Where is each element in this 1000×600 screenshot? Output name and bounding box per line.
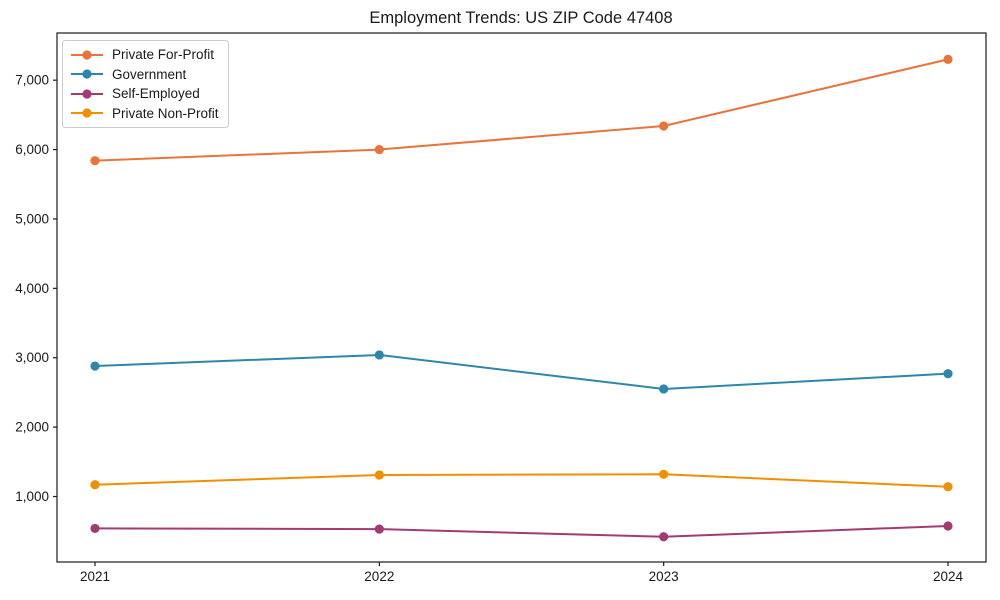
legend-item: Self-Employed [70, 84, 219, 104]
data-point-private-for-profit [374, 144, 384, 155]
x-tick-label: 2022 [364, 569, 394, 584]
x-tick-label: 2023 [649, 569, 679, 584]
y-tick-label: 2,000 [15, 420, 49, 435]
data-point-government [659, 384, 669, 394]
legend-dot-icon [82, 69, 92, 79]
legend-item: Government [70, 65, 219, 85]
data-point-private-non-profit [90, 480, 100, 490]
legend-label: Private Non-Profit [112, 105, 219, 121]
series-line-government [94, 353, 949, 390]
y-tick-label: 7,000 [15, 73, 49, 88]
data-point-self-employed [943, 521, 953, 531]
data-point-private-non-profit [943, 482, 953, 492]
data-point-private-for-profit [90, 156, 100, 166]
y-tick-label: 1,000 [15, 489, 49, 504]
axes-frame [56, 32, 987, 563]
x-tick-label: 2021 [80, 569, 110, 584]
data-point-self-employed [374, 524, 384, 534]
series-line-self-employed [94, 524, 949, 538]
data-point-government [374, 350, 384, 360]
data-point-private-non-profit [374, 470, 384, 480]
legend-item: Private For-Profit [70, 45, 219, 65]
data-point-government [90, 361, 100, 371]
legend-marker-line [71, 89, 103, 99]
data-point-private-for-profit [659, 121, 669, 131]
legend: Private For-Profit Government Self-Employe… [62, 40, 229, 128]
x-tick-label: 2024 [933, 569, 964, 584]
y-tick-label: 3,000 [15, 350, 49, 365]
data-point-self-employed [659, 532, 669, 542]
y-tick-label: 5,000 [15, 211, 49, 226]
legend-label: Private For-Profit [112, 47, 215, 63]
legend-marker-line [71, 50, 103, 60]
data-point-private-for-profit [943, 54, 953, 64]
series-line-private-for-profit [94, 58, 949, 162]
chart-title: Employment Trends: US ZIP Code 47408 [369, 9, 673, 27]
y-tick-label: 6,000 [15, 142, 49, 157]
data-point-government [943, 369, 953, 379]
series-line-private-non-profit [94, 473, 949, 488]
legend-dot-icon [82, 50, 92, 60]
data-point-private-non-profit [659, 469, 669, 479]
legend-dot-icon [82, 108, 92, 118]
y-tick-label: 4,000 [15, 281, 49, 296]
legend-label: Self-Employed [112, 86, 200, 102]
data-point-self-employed [90, 523, 100, 534]
legend-dot-icon [82, 89, 92, 99]
legend-item: Private Non-Profit [70, 104, 219, 124]
legend-marker-line [71, 108, 103, 118]
legend-label: Government [112, 66, 187, 82]
legend-marker-line [71, 69, 103, 79]
